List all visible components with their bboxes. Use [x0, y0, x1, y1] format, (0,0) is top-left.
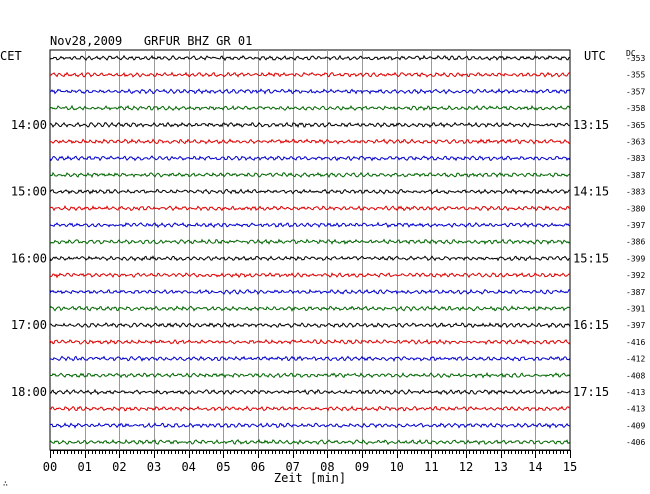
right-timezone-label: UTC: [584, 49, 606, 63]
seismic-trace: [49, 338, 571, 346]
dc-offset-value: -358: [626, 104, 645, 113]
dc-offset-heading: DC: [626, 49, 636, 58]
seismic-trace: [49, 255, 571, 262]
right-hour-label: 17:15: [573, 385, 609, 399]
seismic-trace: [49, 138, 571, 145]
dc-offset-value: -386: [626, 238, 645, 247]
seismic-trace: [49, 405, 571, 412]
x-tick-label: 11: [424, 460, 438, 474]
x-axis: 00 01 02 03 04 05 06 07 08 09 10 11 12 13 14 15: [43, 450, 577, 474]
seismic-trace: [49, 221, 571, 229]
seismic-trace: [49, 371, 571, 379]
dc-offset-value: -392: [626, 271, 645, 280]
dc-offset-value: -413: [626, 388, 645, 397]
seismic-trace: [49, 272, 571, 279]
corner-mark: ∴: [3, 479, 8, 488]
x-axis-label: Zeit [min]: [274, 471, 346, 485]
seismic-trace: [49, 305, 571, 312]
dc-offset-value: -380: [626, 204, 645, 213]
seismic-trace: [49, 438, 571, 446]
right-hour-label: 13:15: [573, 118, 609, 132]
chart-title: Nov28,2009 GRFUR BHZ GR 01: [50, 34, 252, 48]
seismic-trace: [49, 422, 571, 429]
left-hour-label: 17:00: [11, 318, 47, 332]
seismic-trace: [49, 388, 571, 396]
dc-offset-value: -355: [626, 71, 645, 80]
dc-offset-value: -399: [626, 254, 645, 263]
x-tick-label: 08: [320, 460, 334, 474]
seismic-trace: [49, 322, 571, 329]
x-tick-label: 01: [77, 460, 91, 474]
x-tick-label: 15: [563, 460, 577, 474]
dc-offset-value: -365: [626, 121, 645, 130]
x-tick-label: 03: [147, 460, 161, 474]
seismic-trace: [49, 121, 571, 129]
x-tick-label: 02: [112, 460, 126, 474]
x-tick-label: 14: [528, 460, 542, 474]
dc-offset-value: -353: [626, 54, 645, 63]
seismic-trace: [49, 104, 571, 112]
seismic-trace: [49, 155, 571, 162]
x-tick-label: 13: [493, 460, 507, 474]
dc-offset-value: -416: [626, 338, 645, 347]
dc-offset-value: -412: [626, 355, 645, 364]
dc-offset-value: -383: [626, 154, 645, 163]
x-tick-label: 06: [251, 460, 265, 474]
dc-offset-value: -391: [626, 305, 645, 314]
dc-offset-value: -408: [626, 371, 645, 380]
seismic-trace: [49, 171, 571, 179]
x-tick-label: 10: [389, 460, 403, 474]
x-tick-label: 00: [43, 460, 57, 474]
left-hour-label: 18:00: [11, 385, 47, 399]
left-hour-labels: 14:00 15:00 16:00 17:00 18:00: [11, 118, 47, 399]
dc-offset-value: -397: [626, 221, 645, 230]
left-hour-label: 15:00: [11, 185, 47, 199]
dc-offset-value: -357: [626, 87, 645, 96]
right-hour-label: 16:15: [573, 318, 609, 332]
right-hour-label: 14:15: [573, 185, 609, 199]
seismic-trace: [49, 54, 571, 62]
dc-offset-value: -387: [626, 171, 645, 180]
seismic-trace: [49, 355, 571, 362]
dc-offset-value: -409: [626, 421, 645, 430]
x-tick-label: 05: [216, 460, 230, 474]
dc-offset-value: -387: [626, 288, 645, 297]
left-timezone-label: CET: [0, 49, 22, 63]
right-hour-label: 15:15: [573, 251, 609, 265]
x-tick-label: 04: [181, 460, 195, 474]
x-tick-label: 12: [459, 460, 473, 474]
seismic-trace: [49, 205, 571, 212]
seismic-trace: [49, 188, 571, 195]
seismic-trace: [49, 88, 571, 95]
grid-lines: [49, 49, 571, 451]
dc-offset-value: -406: [626, 438, 645, 447]
left-hour-label: 16:00: [11, 251, 47, 265]
left-hour-label: 14:00: [11, 118, 47, 132]
dc-offset-value: -397: [626, 321, 645, 330]
dc-offset-value: -413: [626, 405, 645, 414]
x-tick-label: 07: [285, 460, 299, 474]
dc-offset-labels: -353 -355 -357 -358 -365 -363 -383 -387 -383 -380…: [626, 54, 645, 447]
dc-offset-value: -383: [626, 188, 645, 197]
seismic-trace: [49, 71, 571, 78]
trace-group: [49, 54, 571, 446]
right-hour-labels: 13:15 14:15 15:15 16:15 17:15: [573, 118, 609, 399]
seismic-trace: [49, 238, 571, 246]
seismic-trace: [49, 288, 571, 295]
dc-offset-value: -363: [626, 138, 645, 147]
x-tick-label: 09: [355, 460, 369, 474]
